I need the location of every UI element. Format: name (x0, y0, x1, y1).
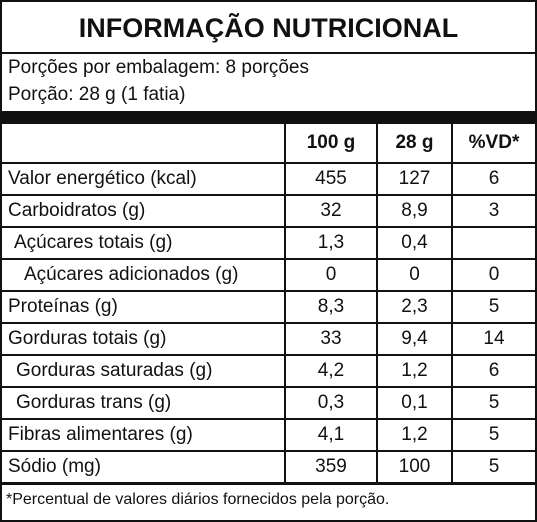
nutrient-value: 0,3 (284, 386, 378, 420)
nutrient-row: Açúcares adicionados (g) 0 0 0 (2, 258, 535, 292)
nutrient-row: Sódio (mg) 359 100 5 (2, 450, 535, 485)
nutrient-value: 1,2 (376, 418, 453, 452)
footnote: *Percentual de valores diários fornecido… (6, 491, 390, 508)
nutrient-value: 0 (376, 258, 453, 292)
nutrient-row: Açúcares totais (g) 1,3 0,4 (2, 226, 535, 260)
nutrient-value: 455 (284, 162, 378, 196)
servings-per-package: Porções por embalagem: 8 porções (8, 57, 309, 78)
nutrient-value: 359 (284, 450, 378, 485)
nutrient-row: Proteínas (g) 8,3 2,3 5 (2, 290, 535, 324)
nutrient-name: Sódio (mg) (2, 450, 286, 485)
nutrient-name: Valor energético (kcal) (2, 162, 286, 196)
nutrient-value: 0,4 (376, 226, 453, 260)
nutrient-value: 4,2 (284, 354, 378, 388)
nutrient-value: 5 (451, 418, 535, 452)
nutrient-name: Gorduras trans (g) (2, 386, 286, 420)
title: INFORMAÇÃO NUTRICIONAL (2, 2, 535, 54)
nutrient-name: Carboidratos (g) (2, 194, 286, 228)
nutrient-value: 5 (451, 290, 535, 324)
column-header: %VD* (451, 122, 535, 164)
nutrient-row: Valor energético (kcal) 455 127 6 (2, 162, 535, 196)
nutrient-row: Gorduras totais (g) 33 9,4 14 (2, 322, 535, 356)
nutrient-value: 2,3 (376, 290, 453, 324)
nutrient-name: Gorduras saturadas (g) (2, 354, 286, 388)
nutrient-value: 14 (451, 322, 535, 356)
empty-header (2, 122, 286, 164)
nutrient-value: 33 (284, 322, 378, 356)
nutrient-value: 5 (451, 450, 535, 485)
nutrient-value: 6 (451, 354, 535, 388)
nutrient-row: Carboidratos (g) 32 8,9 3 (2, 194, 535, 228)
nutrient-name: Açúcares totais (g) (2, 226, 286, 260)
nutrient-row: Gorduras saturadas (g) 4,2 1,2 6 (2, 354, 535, 388)
nutrient-row: Gorduras trans (g) 0,3 0,1 5 (2, 386, 535, 420)
nutrient-value: 0,1 (376, 386, 453, 420)
column-header: 100 g (284, 122, 378, 164)
serving-size: Porção: 28 g (1 fatia) (8, 84, 186, 105)
column-header: 28 g (376, 122, 453, 164)
nutrient-name: Gorduras totais (g) (2, 322, 286, 356)
nutrient-value: 8,9 (376, 194, 453, 228)
nutrient-value: 6 (451, 162, 535, 196)
nutrient-value: 3 (451, 194, 535, 228)
nutrient-value: 5 (451, 386, 535, 420)
nutrient-name: Fibras alimentares (g) (2, 418, 286, 452)
nutrient-value: 8,3 (284, 290, 378, 324)
nutrition-table: 100 g 28 g %VD* Valor energético (kcal) 455… (2, 122, 535, 485)
nutrient-value: 127 (376, 162, 453, 196)
nutrient-value: 0 (451, 258, 535, 292)
nutrient-value (451, 226, 535, 260)
nutrient-value: 32 (284, 194, 378, 228)
header-row: 100 g 28 g %VD* (2, 122, 535, 164)
nutrient-value: 0 (284, 258, 378, 292)
nutrient-name: Açúcares adicionados (g) (2, 258, 286, 292)
nutrient-value: 4,1 (284, 418, 378, 452)
nutrient-value: 9,4 (376, 322, 453, 356)
nutrient-row: Fibras alimentares (g) 4,1 1,2 5 (2, 418, 535, 452)
nutrient-value: 1,2 (376, 354, 453, 388)
separator-bar (2, 111, 535, 122)
nutrient-value: 100 (376, 450, 453, 485)
nutrient-name: Proteínas (g) (2, 290, 286, 324)
nutrient-value: 1,3 (284, 226, 378, 260)
